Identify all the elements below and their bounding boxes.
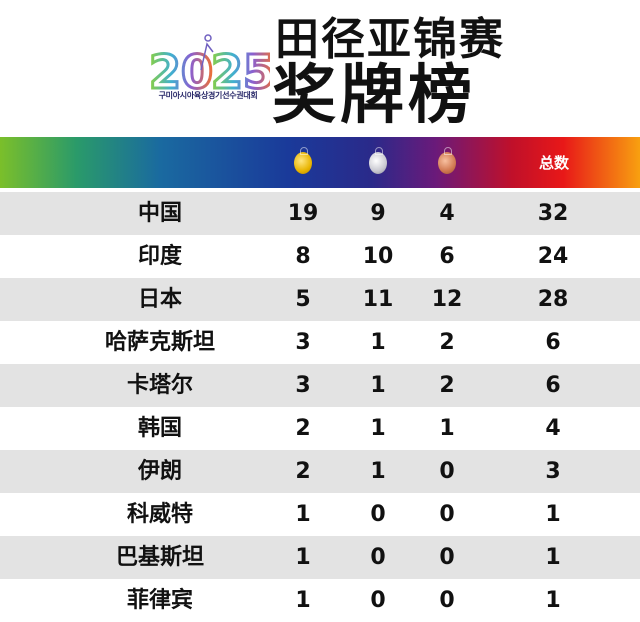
total-count: 3 bbox=[545, 459, 561, 484]
silver-count: 10 bbox=[362, 244, 394, 269]
total-count: 1 bbox=[545, 588, 561, 613]
bronze-count: 0 bbox=[439, 588, 455, 613]
gold-count: 2 bbox=[295, 416, 311, 441]
table-row: 日本 5 11 12 28 bbox=[0, 278, 640, 321]
total-count: 24 bbox=[537, 244, 569, 269]
silver-count: 11 bbox=[362, 287, 394, 312]
country-name: 哈萨克斯坦 bbox=[104, 330, 215, 355]
country-name: 菲律宾 bbox=[126, 588, 193, 613]
table-row: 伊朗 2 1 0 3 bbox=[0, 450, 640, 493]
silver-count: 1 bbox=[370, 459, 386, 484]
page-subtitle: 奖牌榜 bbox=[272, 59, 476, 133]
medal-table: 中国 19 9 4 32 印度 8 10 6 24 日本 5 11 12 28 哈萨克斯坦 3 1 2 6 卡塔尔 3 1 2… bbox=[0, 192, 640, 622]
table-row: 哈萨克斯坦 3 1 2 6 bbox=[0, 321, 640, 364]
gold-count: 3 bbox=[295, 330, 311, 355]
table-row: 科威特 1 0 0 1 bbox=[0, 493, 640, 536]
country-name: 中国 bbox=[137, 201, 182, 226]
silver-count: 1 bbox=[370, 416, 386, 441]
total-count: 6 bbox=[545, 330, 561, 355]
bronze-count: 0 bbox=[439, 502, 455, 527]
bronze-count: 2 bbox=[439, 373, 455, 398]
gold-count: 5 bbox=[295, 287, 311, 312]
silver-count: 1 bbox=[370, 330, 386, 355]
silver-count: 9 bbox=[370, 201, 386, 226]
bronze-medal-icon bbox=[438, 147, 456, 174]
gold-count: 1 bbox=[295, 588, 311, 613]
gold-count: 3 bbox=[295, 373, 311, 398]
gold-count: 2 bbox=[295, 459, 311, 484]
silver-medal-icon bbox=[369, 147, 387, 174]
gold-count: 1 bbox=[295, 502, 311, 527]
logo-subtitle: 구미아시아육상경기선수권대회 bbox=[158, 91, 258, 100]
bronze-count: 4 bbox=[439, 201, 455, 226]
silver-count: 0 bbox=[370, 545, 386, 570]
silver-count: 0 bbox=[370, 502, 386, 527]
page-title: 田径亚锦赛 bbox=[275, 14, 505, 65]
table-row: 韩国 2 1 1 4 bbox=[0, 407, 640, 450]
country-name: 伊朗 bbox=[137, 459, 182, 484]
total-count: 1 bbox=[545, 545, 561, 570]
gold-count: 19 bbox=[287, 201, 319, 226]
svg-text:25: 25 bbox=[211, 45, 270, 99]
gold-count: 1 bbox=[295, 545, 311, 570]
event-logo: 20 25 bbox=[145, 30, 277, 110]
total-count: 1 bbox=[545, 502, 561, 527]
bronze-count: 0 bbox=[439, 459, 455, 484]
country-name: 卡塔尔 bbox=[126, 373, 193, 398]
bronze-count: 6 bbox=[439, 244, 455, 269]
gold-count: 8 bbox=[295, 244, 311, 269]
bronze-count: 0 bbox=[439, 545, 455, 570]
country-name: 印度 bbox=[137, 244, 182, 269]
table-row: 中国 19 9 4 32 bbox=[0, 192, 640, 235]
gold-medal-icon bbox=[294, 147, 312, 174]
bronze-count: 2 bbox=[439, 330, 455, 355]
country-name: 科威特 bbox=[126, 502, 193, 527]
bronze-count: 12 bbox=[431, 287, 463, 312]
total-count: 28 bbox=[537, 287, 569, 312]
country-name: 日本 bbox=[137, 287, 182, 312]
bronze-count: 1 bbox=[439, 416, 455, 441]
table-row: 印度 8 10 6 24 bbox=[0, 235, 640, 278]
country-name: 韩国 bbox=[137, 416, 182, 441]
table-row: 菲律宾 1 0 0 1 bbox=[0, 579, 640, 622]
total-count: 32 bbox=[537, 201, 569, 226]
total-header: 总数 bbox=[538, 154, 569, 172]
svg-text:20: 20 bbox=[149, 45, 213, 99]
total-count: 6 bbox=[545, 373, 561, 398]
table-header: 总数 bbox=[0, 137, 640, 188]
silver-count: 0 bbox=[370, 588, 386, 613]
table-row: 卡塔尔 3 1 2 6 bbox=[0, 364, 640, 407]
table-row: 巴基斯坦 1 0 0 1 bbox=[0, 536, 640, 579]
country-name: 巴基斯坦 bbox=[115, 545, 204, 570]
total-count: 4 bbox=[545, 416, 561, 441]
silver-count: 1 bbox=[370, 373, 386, 398]
